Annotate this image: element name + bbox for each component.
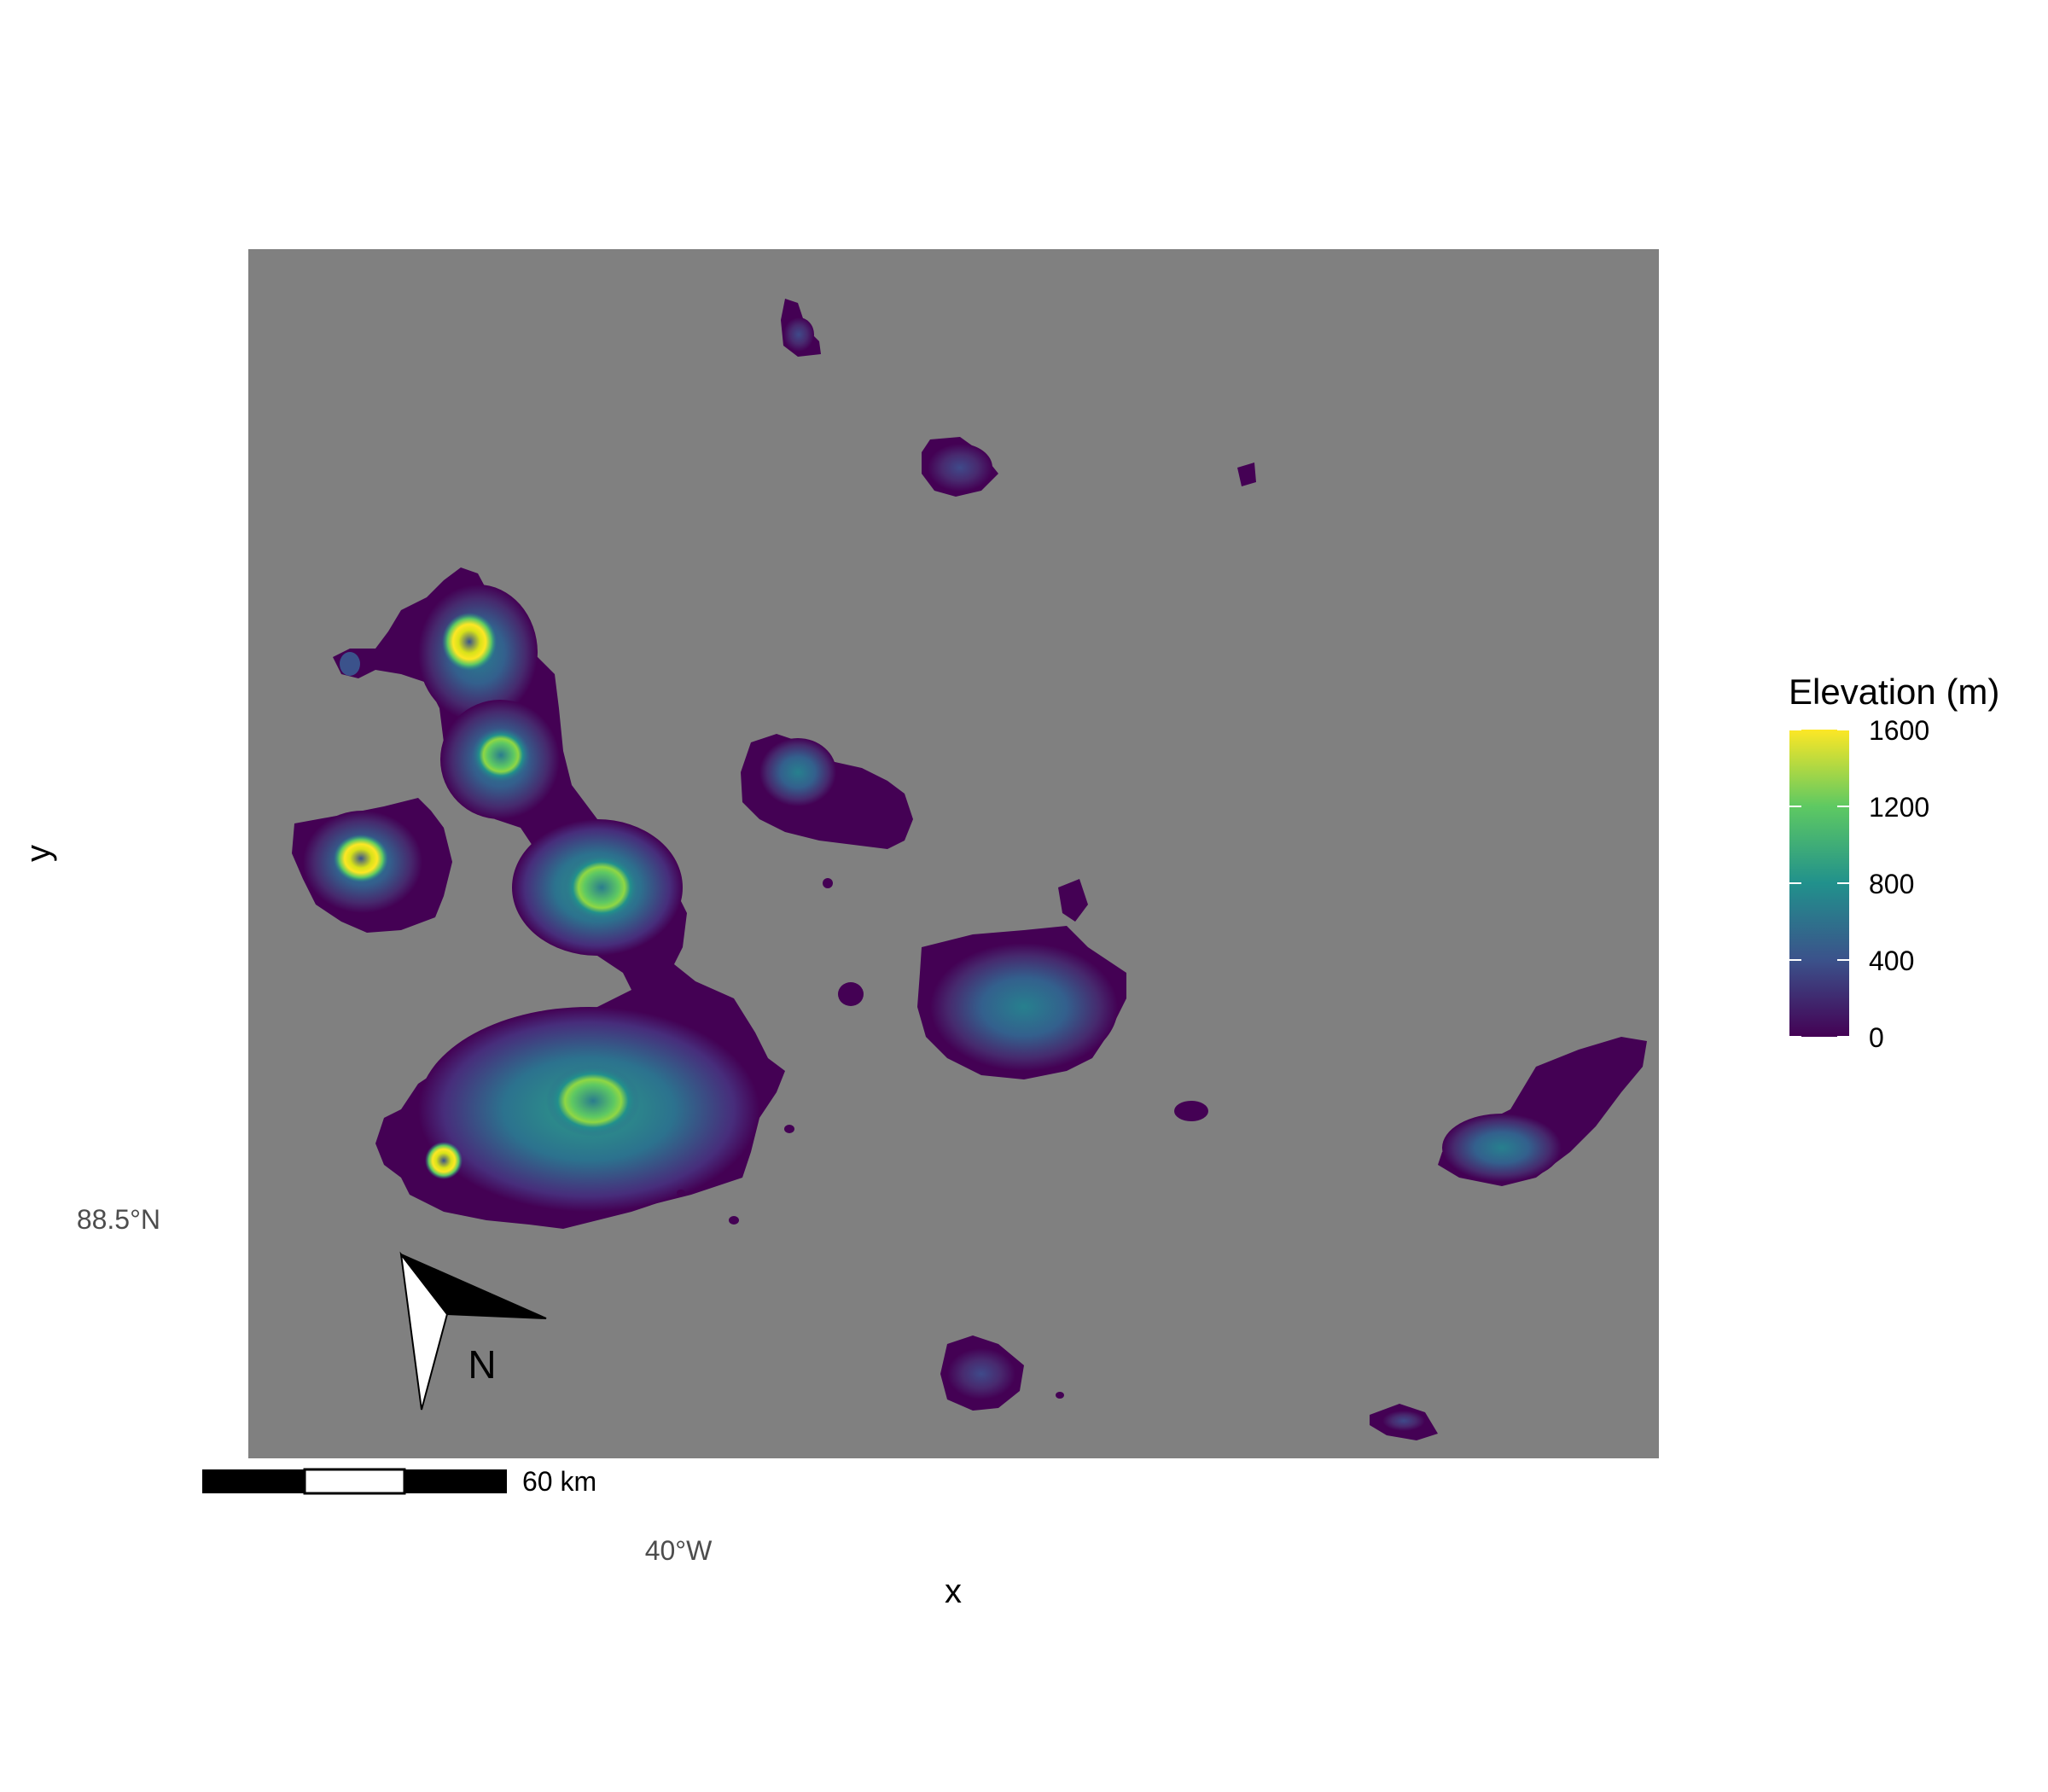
legend-tick-marks [1789,729,1849,1038]
y-tick-label: 88.5°N [77,1204,160,1235]
legend-title: Elevation (m) [1789,672,1999,712]
y-axis-title: y [20,845,57,862]
scale-bar-label: 60 km [522,1466,596,1497]
north-arrow-black-half [400,1254,547,1319]
legend-tick-0: 0 [1869,1022,1884,1053]
scale-bar-segment-3 [404,1469,507,1493]
legend-tick-400: 400 [1869,945,1914,976]
island-isabela [333,567,785,1229]
north-arrow-label: N [468,1342,496,1387]
island-floreana [940,1335,1024,1411]
legend-tick-1600: 1600 [1869,715,1929,746]
island-santa-cruz [917,879,1126,1079]
legend-tick-800: 800 [1869,869,1914,899]
island-pinta [781,299,821,357]
scale-bar: 60 km [202,1466,596,1497]
island-marchena [922,437,998,497]
map-panel [248,249,1659,1458]
x-axis-title: x [945,1573,962,1610]
scale-bar-segment-1 [202,1469,305,1493]
x-tick-label: 40°W [645,1535,713,1566]
legend: Elevation (m) 1600 1200 800 400 0 [1789,672,1999,1053]
legend-tick-1200: 1200 [1869,792,1929,823]
islets [677,878,1208,1399]
island-espanola [1370,1404,1438,1440]
north-arrow: N [399,1251,547,1411]
island-santiago [741,734,913,849]
island-genovesa [1237,463,1256,486]
island-san-cristobal [1438,1037,1647,1186]
island-fernandina [292,798,452,933]
scale-bar-segment-2 [303,1468,406,1495]
